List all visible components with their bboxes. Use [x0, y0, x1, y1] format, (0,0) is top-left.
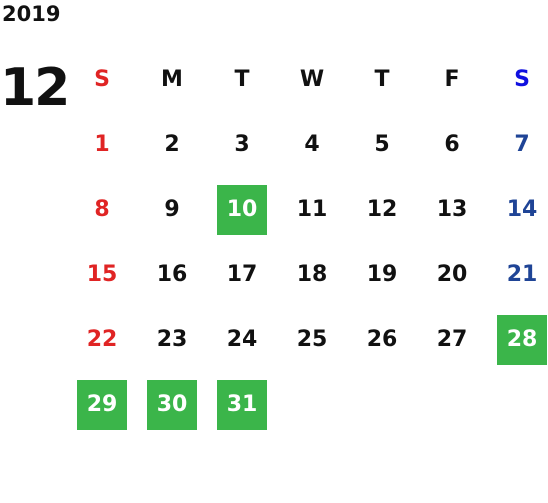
day: 9 [164, 197, 180, 222]
day: 15 [86, 262, 118, 287]
day: 21 [506, 262, 538, 287]
day: 16 [156, 262, 188, 287]
highlighted-day: 31 [217, 380, 267, 430]
weekday-label: M [161, 67, 183, 92]
day: 19 [366, 262, 398, 287]
day: 24 [226, 327, 258, 352]
day: 12 [366, 197, 398, 222]
day: 8 [94, 197, 110, 222]
day: 13 [436, 197, 468, 222]
day: 4 [304, 132, 320, 157]
day: 5 [374, 132, 390, 157]
weekday-label: F [444, 67, 460, 92]
highlighted-day: 30 [147, 380, 197, 430]
day: 26 [366, 327, 398, 352]
day: 27 [436, 327, 468, 352]
day: 25 [296, 327, 328, 352]
day: 20 [436, 262, 468, 287]
day: 7 [514, 132, 530, 157]
day: 23 [156, 327, 188, 352]
day: 22 [86, 327, 118, 352]
weekday-label: T [374, 67, 390, 92]
day: 1 [94, 132, 110, 157]
day: 3 [234, 132, 250, 157]
highlighted-day: 28 [497, 315, 547, 365]
highlighted-day: 29 [77, 380, 127, 430]
weekday-label: S [94, 67, 110, 92]
weekday-label: T [234, 67, 250, 92]
highlighted-day: 10 [217, 185, 267, 235]
day: 17 [226, 262, 258, 287]
year: 2019 [2, 2, 61, 26]
day: 6 [444, 132, 460, 157]
day: 18 [296, 262, 328, 287]
weekday-label: S [514, 67, 530, 92]
day: 14 [506, 197, 538, 222]
day: 2 [164, 132, 180, 157]
weekday-label: W [299, 67, 325, 92]
month: 12 [0, 58, 70, 118]
day: 11 [296, 197, 328, 222]
